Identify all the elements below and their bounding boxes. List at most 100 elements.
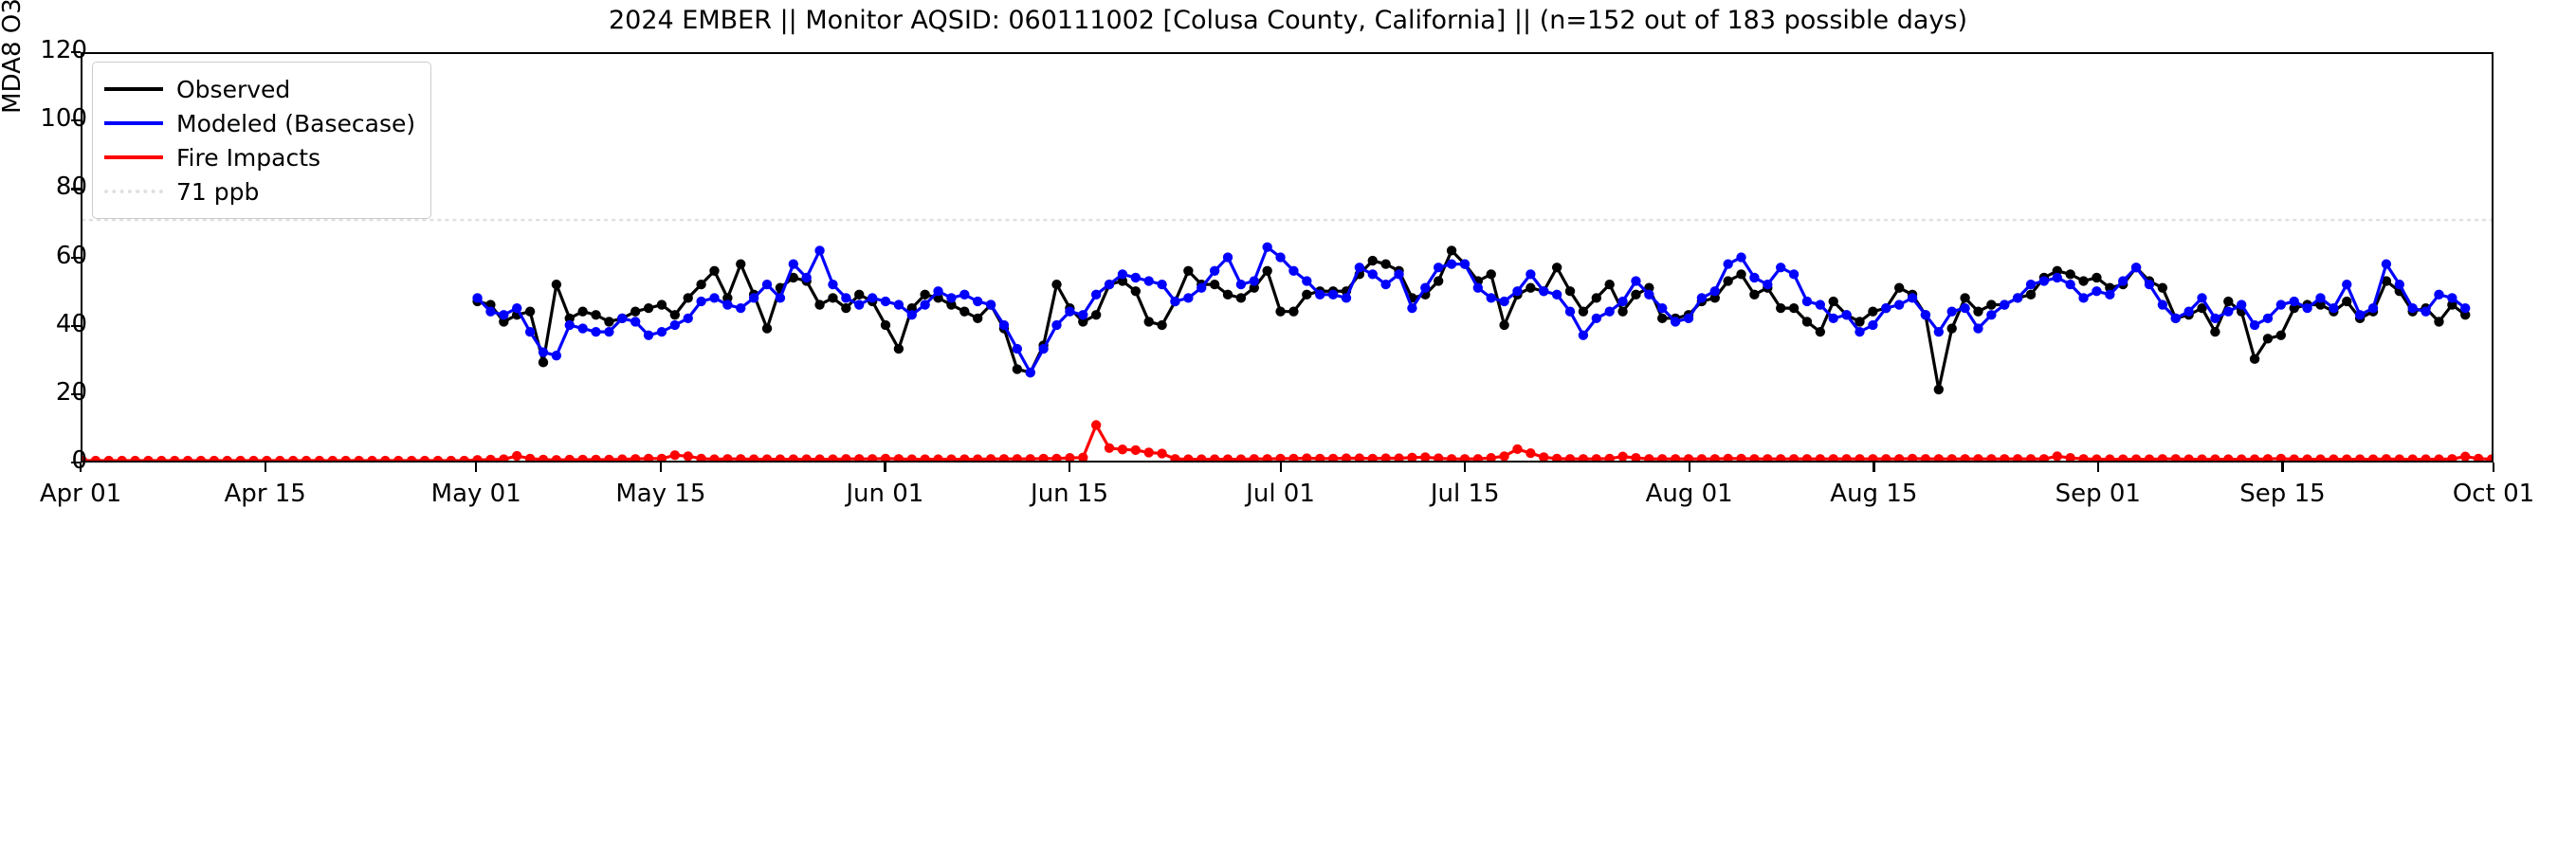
data-point — [906, 302, 917, 314]
legend-label-threshold: 71 ppb — [176, 177, 260, 206]
data-point — [946, 299, 957, 310]
series-modeled-basecase — [472, 242, 2471, 378]
data-point — [1078, 317, 1088, 327]
data-point — [2367, 454, 2379, 461]
data-point — [1104, 443, 1115, 453]
data-point — [2473, 453, 2484, 461]
data-point — [920, 289, 930, 299]
data-point — [524, 453, 536, 461]
data-point — [1341, 453, 1352, 461]
data-point — [854, 289, 865, 299]
data-point — [1433, 453, 1444, 461]
data-point — [1776, 302, 1786, 314]
data-point — [1881, 454, 1891, 461]
data-point — [1209, 265, 1220, 276]
data-point — [1209, 454, 1220, 461]
data-point — [696, 279, 706, 290]
data-point — [1604, 306, 1615, 317]
data-point — [2342, 279, 2352, 290]
data-point — [998, 454, 1010, 461]
data-point — [1130, 445, 1142, 456]
data-point — [2197, 293, 2207, 303]
data-point — [2249, 354, 2260, 364]
data-point — [2223, 454, 2234, 461]
data-point — [1288, 306, 1299, 317]
series-observed — [472, 245, 2471, 395]
series-line — [475, 245, 2467, 374]
data-point — [1051, 453, 1062, 461]
y-tick-mark — [71, 462, 81, 464]
data-point — [1065, 452, 1075, 461]
data-point — [959, 289, 970, 299]
data-point — [2447, 299, 2457, 310]
data-point — [1960, 293, 1970, 303]
data-point — [1801, 296, 1813, 307]
data-point — [2183, 454, 2194, 461]
data-point — [1893, 454, 1905, 461]
data-point — [630, 306, 641, 317]
data-point — [722, 299, 733, 310]
data-point — [2052, 265, 2062, 276]
data-point — [1183, 293, 1194, 303]
data-point — [683, 451, 693, 461]
data-point — [1644, 454, 1654, 461]
data-point — [893, 343, 904, 354]
data-point — [814, 454, 825, 461]
data-point — [1275, 306, 1286, 317]
data-point — [1433, 263, 1444, 273]
data-point — [1788, 269, 1800, 280]
data-point — [696, 453, 706, 461]
data-point — [1591, 454, 1601, 461]
data-point — [1893, 282, 1905, 293]
data-point — [1539, 452, 1549, 461]
data-point — [1696, 454, 1708, 461]
data-point — [90, 455, 101, 461]
data-point — [1631, 452, 1641, 461]
data-point — [1815, 326, 1826, 337]
data-point — [275, 455, 285, 461]
data-point — [1841, 310, 1852, 320]
page-title: 2024 EMBER || Monitor AQSID: 060111002 [… — [608, 6, 1968, 35]
data-point — [564, 319, 575, 331]
data-point — [1420, 452, 1431, 461]
data-point — [485, 454, 496, 461]
data-point — [2354, 310, 2366, 320]
data-point — [2434, 317, 2444, 327]
data-point — [801, 272, 812, 283]
data-point — [1499, 319, 1509, 331]
data-point — [1012, 364, 1023, 374]
data-point — [880, 296, 891, 307]
data-point — [2092, 454, 2102, 461]
data-point — [1828, 313, 1838, 324]
data-point — [472, 293, 483, 303]
data-point — [1157, 319, 1167, 331]
data-point — [709, 454, 720, 461]
data-point — [604, 326, 614, 337]
data-point — [2078, 276, 2089, 286]
data-point — [314, 455, 325, 461]
data-point — [1130, 286, 1142, 297]
data-point — [1644, 289, 1654, 299]
data-point — [1459, 454, 1471, 461]
data-point — [248, 455, 259, 461]
data-point — [2223, 306, 2234, 317]
data-point — [459, 455, 469, 461]
chart-legend: Observed Modeled (Basecase) Fire Impacts… — [92, 62, 432, 219]
data-point — [1380, 279, 1391, 290]
data-point — [1235, 279, 1247, 290]
data-point — [1143, 276, 1154, 286]
x-tick-mark — [2493, 463, 2495, 472]
data-point — [1157, 279, 1167, 290]
data-point — [1526, 282, 1536, 293]
data-point — [985, 299, 996, 310]
data-point — [538, 347, 549, 357]
data-point — [2065, 452, 2075, 461]
data-point — [1367, 453, 1378, 461]
data-point — [2078, 293, 2089, 303]
data-point — [1367, 269, 1378, 280]
data-point — [354, 455, 364, 461]
data-point — [1090, 420, 1102, 430]
data-point — [1526, 269, 1536, 280]
data-point — [1551, 263, 1562, 273]
data-point — [1591, 313, 1601, 324]
